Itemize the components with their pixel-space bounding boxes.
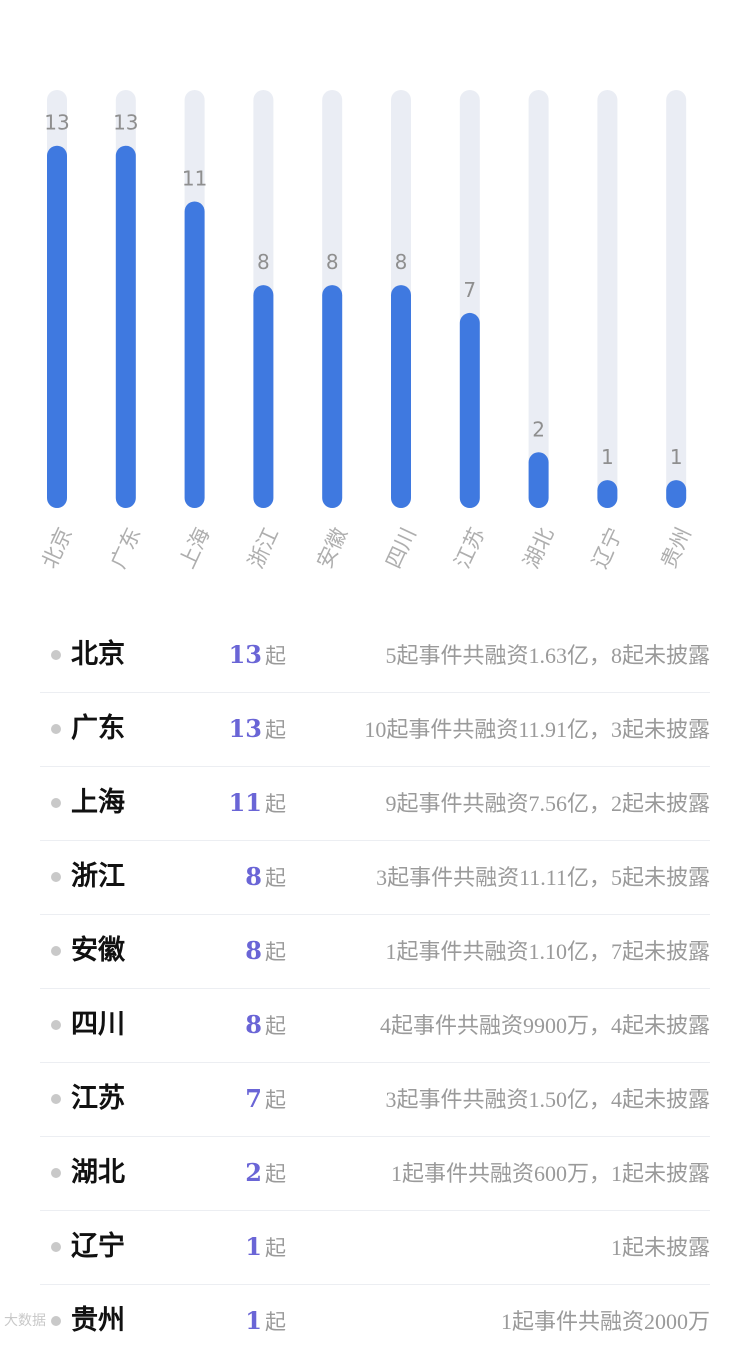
count-unit: 起 (265, 1088, 286, 1112)
region-name: 四川 (71, 1009, 125, 1040)
bar (115, 145, 136, 508)
financing-summary: 4起事件共融资9900万，4起未披露 (379, 1013, 710, 1038)
bullet-dot (51, 872, 61, 882)
category-label: 湖北 (519, 524, 559, 572)
bar (459, 312, 480, 508)
region-name: 湖北 (71, 1157, 125, 1188)
category-label: 广东 (106, 524, 146, 572)
category-label: 四川 (381, 524, 421, 572)
list-item[interactable]: 北京 13 起 5起事件共融资1.63亿，8起未披露 (40, 619, 710, 693)
event-count: 8 (245, 862, 262, 891)
bar-track (597, 90, 618, 508)
event-count: 11 (228, 788, 262, 817)
financing-summary: 1起事件共融资600万，1起未披露 (390, 1161, 710, 1186)
financing-summary: 3起事件共融资11.11亿，5起未披露 (376, 865, 710, 890)
region-name: 浙江 (71, 861, 125, 892)
bar (528, 452, 549, 508)
count-unit: 起 (265, 1162, 286, 1186)
category-label: 浙江 (244, 524, 284, 572)
bar (597, 480, 618, 508)
bar (666, 480, 687, 508)
bar-value-label: 13 (113, 111, 138, 135)
financing-summary: 9起事件共融资7.56亿，2起未披露 (385, 791, 710, 816)
count-unit: 起 (265, 792, 286, 816)
bar-value-label: 1 (670, 445, 683, 469)
event-count: 13 (228, 714, 262, 743)
count-unit: 起 (265, 1236, 286, 1260)
financing-summary: 1起未披露 (610, 1235, 710, 1260)
financing-summary: 1起事件共融资1.10亿，7起未披露 (385, 939, 710, 964)
financing-summary: 3起事件共融资1.50亿，4起未披露 (385, 1087, 710, 1112)
category-label: 江苏 (450, 524, 490, 572)
region-name: 江苏 (71, 1083, 125, 1114)
count-unit: 起 (265, 718, 286, 742)
region-name: 安徽 (71, 935, 125, 966)
bar-value-label: 2 (532, 417, 545, 441)
bar-value-label: 1 (601, 445, 614, 469)
event-count: 8 (245, 1010, 262, 1039)
financing-summary: 10起事件共融资11.91亿，3起未披露 (364, 717, 710, 742)
region-name: 辽宁 (71, 1231, 125, 1262)
category-label: 安徽 (312, 524, 352, 572)
event-count: 2 (245, 1158, 262, 1187)
bullet-dot (51, 1020, 61, 1030)
region-name: 广东 (71, 713, 125, 744)
list-item[interactable]: 上海 11 起 9起事件共融资7.56亿，2起未披露 (40, 767, 710, 841)
bar-value-label: 7 (463, 278, 476, 302)
watermark: 大数据 (4, 1313, 46, 1329)
count-unit: 起 (265, 1310, 286, 1334)
event-count: 1 (245, 1232, 262, 1261)
list-item[interactable]: 广东 13 起 10起事件共融资11.91亿，3起未披露 (40, 693, 710, 767)
count-unit: 起 (265, 644, 286, 668)
event-count: 1 (245, 1306, 262, 1335)
count-unit: 起 (265, 866, 286, 890)
bar-value-label: 13 (44, 111, 69, 135)
event-count: 7 (245, 1084, 262, 1113)
category-label: 辽宁 (588, 524, 628, 572)
bar-value-label: 8 (395, 250, 408, 274)
bar-value-label: 8 (257, 250, 270, 274)
region-list: 北京 13 起 5起事件共融资1.63亿，8起未披露 广东 13 起 10起事件共融… (40, 619, 710, 1358)
region-name: 北京 (71, 639, 125, 670)
bar (47, 145, 67, 508)
bar (253, 285, 274, 508)
region-name: 上海 (71, 787, 125, 818)
region-bar-chart: 13 北京 13 广东 11 上海 8 浙江 8 安徽 8 四川 7 江苏 2 湖北 1 辽宁 1 贵州 (37, 90, 696, 572)
bullet-dot (51, 798, 61, 808)
category-label: 贵州 (656, 524, 696, 572)
bullet-dot (51, 946, 61, 956)
count-unit: 起 (265, 940, 286, 964)
event-count: 13 (228, 640, 262, 669)
event-count: 8 (245, 936, 262, 965)
bullet-dot (51, 1168, 61, 1178)
count-unit: 起 (265, 1014, 286, 1038)
bullet-dot (51, 724, 61, 734)
bar (391, 285, 411, 508)
financing-summary: 1起事件共融资2000万 (500, 1309, 710, 1334)
bullet-dot (51, 1094, 61, 1104)
bar-value-label: 11 (182, 166, 207, 190)
bar-value-label: 8 (326, 250, 339, 274)
bar-track (528, 90, 549, 508)
bar-track (666, 90, 687, 508)
category-label: 上海 (175, 524, 215, 572)
financing-summary: 5起事件共融资1.63亿，8起未披露 (385, 643, 710, 668)
category-label: 北京 (37, 524, 77, 572)
bullet-dot (51, 1316, 61, 1326)
bullet-dot (51, 650, 61, 660)
region-name: 贵州 (71, 1305, 125, 1336)
bullet-dot (51, 1242, 61, 1252)
bar (184, 201, 205, 508)
bar (322, 285, 343, 508)
